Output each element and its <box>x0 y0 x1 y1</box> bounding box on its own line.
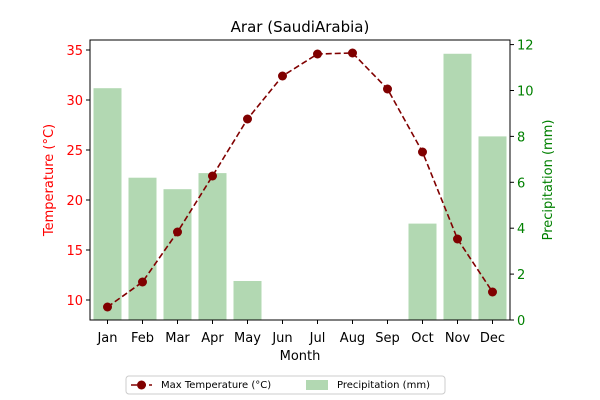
x-tick-label: Jul <box>309 331 326 346</box>
x-tick-label: Jan <box>96 331 117 346</box>
precip-bar-nov <box>443 53 472 320</box>
bars-layer <box>93 53 507 321</box>
legend-box <box>125 375 446 395</box>
temp-point-aug <box>348 48 357 58</box>
temp-point-jan <box>103 302 112 312</box>
x-tick-label: Aug <box>340 331 365 346</box>
line-layer <box>103 48 497 312</box>
x-tick-label: Apr <box>201 331 224 346</box>
temp-point-apr <box>208 171 217 181</box>
x-tick-label: Sep <box>375 331 400 346</box>
legend-bar-swatch <box>306 380 328 390</box>
chart-title: Arar (SaudiArabia) <box>231 18 370 36</box>
x-tick-label: Mar <box>165 331 190 346</box>
x-tick-label: Feb <box>131 331 154 346</box>
axes-layer: Jan Feb Mar Apr May Jun Jul Aug Sep Oct Nov Dec 10 15… <box>66 39 533 346</box>
y-right-tick-label: 6 <box>517 176 525 191</box>
precip-bar-oct <box>408 223 437 320</box>
y-right-tick-label: 10 <box>517 84 534 99</box>
y-left-tick-label: 30 <box>66 94 83 109</box>
temperature-line <box>107 52 494 308</box>
precip-bar-apr <box>198 173 227 320</box>
y-left-tick-label: 25 <box>66 144 83 159</box>
x-tick-label: Jun <box>271 331 292 346</box>
legend-label-precipitation: Precipitation (mm) <box>337 380 430 391</box>
x-tick-label: Dec <box>480 331 505 346</box>
x-tick-label: Nov <box>445 331 471 346</box>
y-right-tick-label: 8 <box>517 130 525 145</box>
y-right-tick-label: 2 <box>517 268 525 283</box>
precip-bar-mar <box>163 189 192 320</box>
temp-point-may <box>243 114 252 124</box>
y-left-tick-label: 35 <box>66 44 83 59</box>
temp-point-sep <box>383 84 392 94</box>
temp-point-mar <box>173 227 182 237</box>
y-left-tick-label: 20 <box>66 194 83 209</box>
legend: Max Temperature (°C) Precipitation (mm) <box>125 375 446 395</box>
y-left-tick-label: 15 <box>66 244 83 259</box>
y-right-tick-label: 12 <box>517 39 534 54</box>
legend-label-temperature: Max Temperature (°C) <box>161 380 271 391</box>
precip-bar-may <box>233 280 262 320</box>
precip-bar-feb <box>128 177 157 320</box>
plot-frame <box>89 39 511 321</box>
legend-marker-swatch <box>137 380 146 390</box>
temp-point-nov <box>453 234 462 244</box>
x-tick-label: May <box>234 331 261 346</box>
temp-point-dec <box>488 287 497 297</box>
temp-point-feb <box>138 277 147 287</box>
temp-point-jun <box>278 71 287 81</box>
y-right-tick-label: 4 <box>517 222 525 237</box>
temp-point-jul <box>313 49 322 59</box>
y-right-tick-label: 0 <box>517 314 525 329</box>
y-left-tick-label: 10 <box>66 294 83 309</box>
x-tick-label: Oct <box>411 331 433 346</box>
y-axis-right-label: Precipitation (mm) <box>541 120 556 241</box>
y-axis-left-label: Temperature (°C) <box>42 124 57 237</box>
temp-point-oct <box>418 147 427 157</box>
x-axis-label: Month <box>280 349 321 364</box>
precip-bar-jan <box>93 88 122 321</box>
